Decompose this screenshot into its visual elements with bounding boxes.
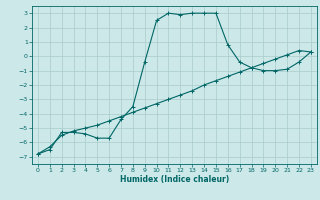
X-axis label: Humidex (Indice chaleur): Humidex (Indice chaleur) <box>120 175 229 184</box>
